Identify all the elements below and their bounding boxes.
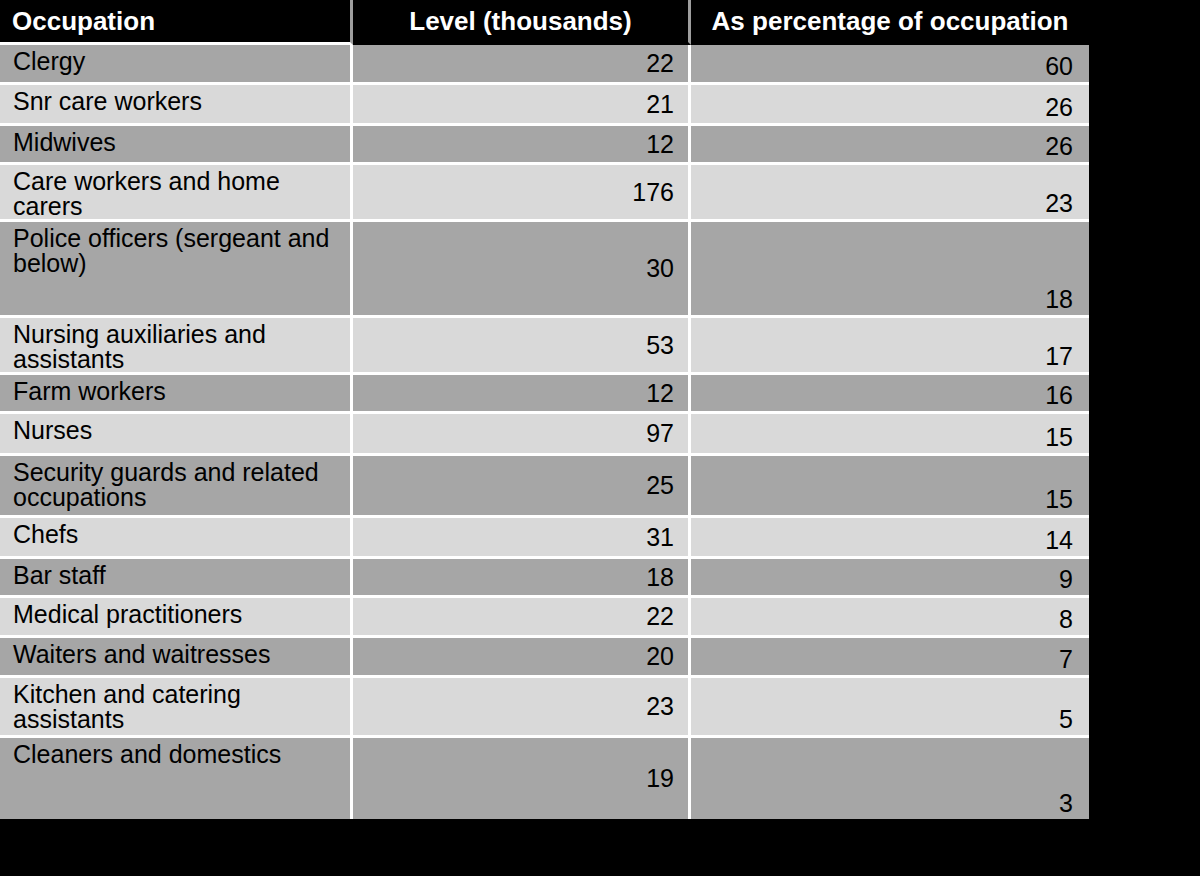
col-header-level: Level (thousands) [353, 0, 691, 45]
table-header-row: Occupation Level (thousands) As percenta… [0, 0, 1089, 45]
occupation-cell: Midwives [0, 126, 353, 165]
level-cell: 12 [353, 375, 691, 414]
percentage-cell: 5 [691, 678, 1089, 738]
occupation-cell: Care workers and home carers [0, 165, 353, 222]
table-row: Waiters and waitresses 20 7 [0, 638, 1089, 678]
table-row: Farm workers 12 16 [0, 375, 1089, 414]
table-row: Police officers (sergeant and below) 30 … [0, 222, 1089, 318]
percentage-cell: 15 [691, 414, 1089, 456]
table-row: Snr care workers 21 26 [0, 85, 1089, 126]
occupation-cell: Security guards and related occupations [0, 456, 353, 518]
level-cell: 21 [353, 85, 691, 126]
occupation-cell: Nurses [0, 414, 353, 456]
table-row: Clergy 22 60 [0, 45, 1089, 85]
occupation-cell: Cleaners and domestics [0, 738, 353, 819]
level-cell: 19 [353, 738, 691, 819]
level-cell: 12 [353, 126, 691, 165]
table-body: Clergy 22 60 Snr care workers 21 26 Midw… [0, 45, 1089, 819]
occupation-cell: Bar staff [0, 559, 353, 598]
percentage-cell: 8 [691, 598, 1089, 638]
occupation-table: Occupation Level (thousands) As percenta… [0, 0, 1089, 819]
table-row: Kitchen and catering assistants 23 5 [0, 678, 1089, 738]
occupation-cell: Chefs [0, 518, 353, 559]
col-header-occupation: Occupation [0, 0, 353, 45]
table-row: Nurses 97 15 [0, 414, 1089, 456]
level-cell: 22 [353, 45, 691, 85]
table-row: Security guards and related occupations … [0, 456, 1089, 518]
percentage-cell: 26 [691, 85, 1089, 126]
percentage-cell: 60 [691, 45, 1089, 85]
level-cell: 23 [353, 678, 691, 738]
occupation-cell: Nursing auxiliaries and assistants [0, 318, 353, 375]
level-cell: 22 [353, 598, 691, 638]
col-header-percentage: As percentage of occupation [691, 0, 1089, 45]
percentage-cell: 18 [691, 222, 1089, 318]
occupation-cell: Snr care workers [0, 85, 353, 126]
percentage-cell: 14 [691, 518, 1089, 559]
occupation-cell: Medical practitioners [0, 598, 353, 638]
percentage-cell: 9 [691, 559, 1089, 598]
occupation-cell: Clergy [0, 45, 353, 85]
table-row: Cleaners and domestics 19 3 [0, 738, 1089, 819]
percentage-cell: 7 [691, 638, 1089, 678]
table-row: Care workers and home carers 176 23 [0, 165, 1089, 222]
level-cell: 25 [353, 456, 691, 518]
slide-background: Occupation Level (thousands) As percenta… [0, 0, 1200, 876]
level-cell: 20 [353, 638, 691, 678]
table-row: Nursing auxiliaries and assistants 53 17 [0, 318, 1089, 375]
occupation-cell: Waiters and waitresses [0, 638, 353, 678]
table-row: Bar staff 18 9 [0, 559, 1089, 598]
percentage-cell: 17 [691, 318, 1089, 375]
percentage-cell: 26 [691, 126, 1089, 165]
percentage-cell: 16 [691, 375, 1089, 414]
percentage-cell: 23 [691, 165, 1089, 222]
level-cell: 31 [353, 518, 691, 559]
table-row: Chefs 31 14 [0, 518, 1089, 559]
occupation-cell: Farm workers [0, 375, 353, 414]
level-cell: 97 [353, 414, 691, 456]
table-row: Medical practitioners 22 8 [0, 598, 1089, 638]
percentage-cell: 15 [691, 456, 1089, 518]
level-cell: 53 [353, 318, 691, 375]
occupation-cell: Police officers (sergeant and below) [0, 222, 353, 318]
percentage-cell: 3 [691, 738, 1089, 819]
level-cell: 30 [353, 222, 691, 318]
table-row: Midwives 12 26 [0, 126, 1089, 165]
level-cell: 176 [353, 165, 691, 222]
occupation-cell: Kitchen and catering assistants [0, 678, 353, 738]
level-cell: 18 [353, 559, 691, 598]
